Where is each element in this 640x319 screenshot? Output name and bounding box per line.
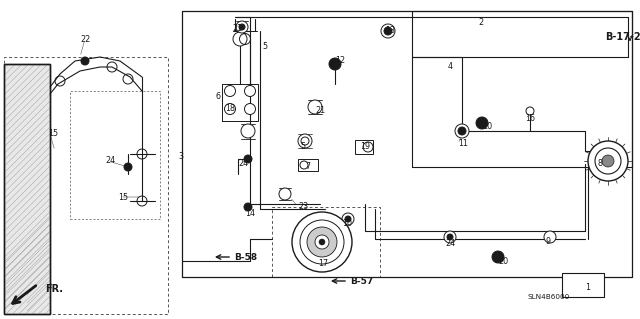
Text: 18: 18: [225, 105, 235, 114]
Circle shape: [239, 24, 245, 30]
Circle shape: [595, 148, 621, 174]
Circle shape: [233, 32, 247, 46]
Text: 15: 15: [48, 130, 58, 138]
Circle shape: [298, 134, 312, 148]
Circle shape: [345, 216, 351, 222]
Text: 12: 12: [335, 56, 345, 65]
Text: 24: 24: [238, 160, 248, 168]
Text: FR.: FR.: [45, 284, 63, 294]
Text: 4: 4: [448, 63, 453, 71]
Circle shape: [342, 213, 354, 225]
Text: 10: 10: [342, 219, 352, 228]
Circle shape: [81, 57, 89, 65]
Circle shape: [308, 100, 322, 114]
Text: 16: 16: [525, 115, 535, 123]
Circle shape: [225, 85, 236, 97]
Text: 20: 20: [498, 256, 508, 265]
Text: 15: 15: [118, 192, 128, 202]
Circle shape: [544, 231, 556, 243]
Text: B-57: B-57: [350, 277, 373, 286]
Circle shape: [492, 251, 504, 263]
Circle shape: [124, 163, 132, 171]
Circle shape: [455, 124, 469, 138]
Bar: [4, 64, 50, 314]
Circle shape: [236, 21, 248, 33]
Text: 8: 8: [598, 160, 603, 168]
Text: 1: 1: [585, 283, 590, 292]
Text: 14: 14: [245, 210, 255, 219]
Text: 23: 23: [298, 203, 308, 211]
Text: 19: 19: [360, 143, 370, 152]
Circle shape: [476, 117, 488, 129]
Bar: [4, 64, 50, 314]
Circle shape: [244, 85, 255, 97]
Text: 5: 5: [300, 143, 305, 152]
Text: 9: 9: [545, 236, 550, 246]
Circle shape: [381, 24, 395, 38]
Text: SLN4B6000: SLN4B6000: [528, 294, 570, 300]
Text: 17: 17: [318, 258, 328, 268]
Text: B-17-20: B-17-20: [605, 32, 640, 42]
Circle shape: [244, 203, 252, 211]
Circle shape: [244, 103, 255, 115]
Bar: [355, 140, 373, 154]
Text: 7: 7: [305, 162, 310, 172]
Circle shape: [225, 103, 236, 115]
Text: 24: 24: [105, 157, 115, 166]
Circle shape: [329, 58, 341, 70]
Text: 6: 6: [215, 93, 220, 101]
Circle shape: [319, 239, 325, 245]
Circle shape: [588, 141, 628, 181]
Circle shape: [384, 27, 392, 35]
Bar: [562, 273, 604, 297]
Circle shape: [241, 124, 255, 138]
Circle shape: [300, 220, 344, 264]
Text: 22: 22: [80, 34, 90, 43]
Text: 21: 21: [232, 25, 242, 33]
Text: 11: 11: [458, 139, 468, 149]
Circle shape: [444, 231, 456, 243]
Bar: [298, 159, 318, 171]
Circle shape: [244, 155, 252, 163]
Circle shape: [447, 234, 453, 240]
Text: 21: 21: [315, 107, 325, 115]
Circle shape: [292, 212, 352, 272]
Circle shape: [315, 235, 329, 249]
Text: 5: 5: [262, 42, 267, 51]
Circle shape: [279, 188, 291, 200]
Text: 3: 3: [178, 152, 183, 161]
Text: B-58: B-58: [234, 253, 257, 262]
Circle shape: [307, 227, 337, 257]
Text: 13: 13: [385, 26, 395, 35]
Text: 24: 24: [445, 240, 455, 249]
Text: 2: 2: [478, 19, 483, 27]
Circle shape: [458, 127, 466, 135]
Text: 20: 20: [482, 122, 492, 131]
Circle shape: [602, 155, 614, 167]
